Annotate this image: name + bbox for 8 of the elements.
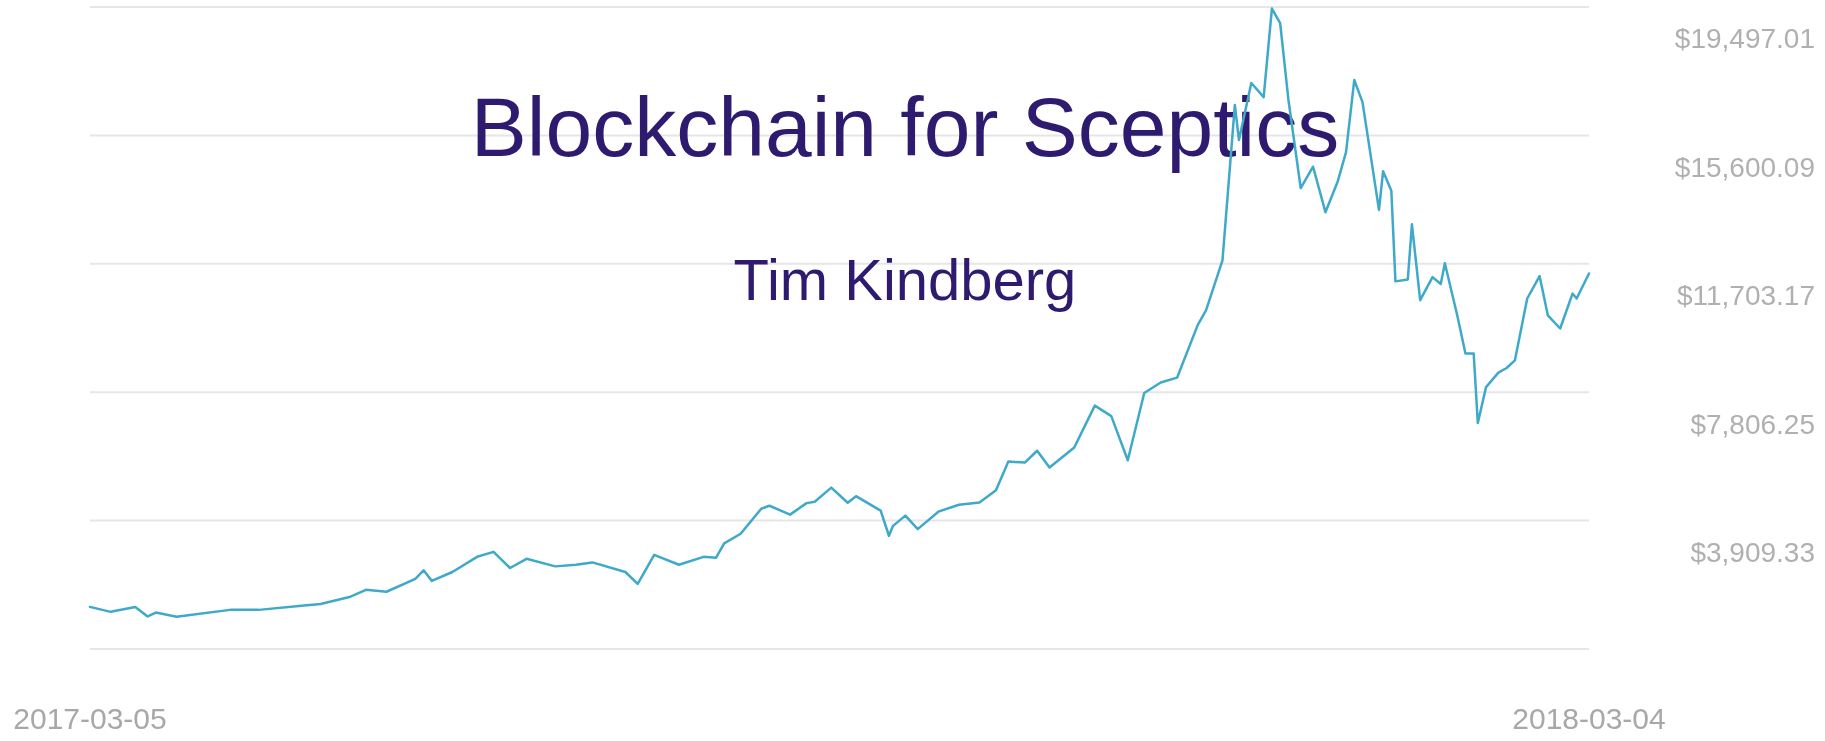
y-tick-label: $7,806.25	[1690, 408, 1815, 440]
x-tick-label: 2018-03-04	[1512, 701, 1666, 735]
text: Tim Kindberg	[733, 247, 1077, 313]
y-tick-label: $19,497.01	[1674, 23, 1815, 55]
x-tick-label: 2017-03-05	[13, 701, 167, 735]
y-tick-label: $3,909.33	[1690, 536, 1815, 568]
y-tick-label: $11,703.17	[1676, 280, 1815, 312]
y-tick-label: $15,600.09	[1674, 151, 1815, 183]
